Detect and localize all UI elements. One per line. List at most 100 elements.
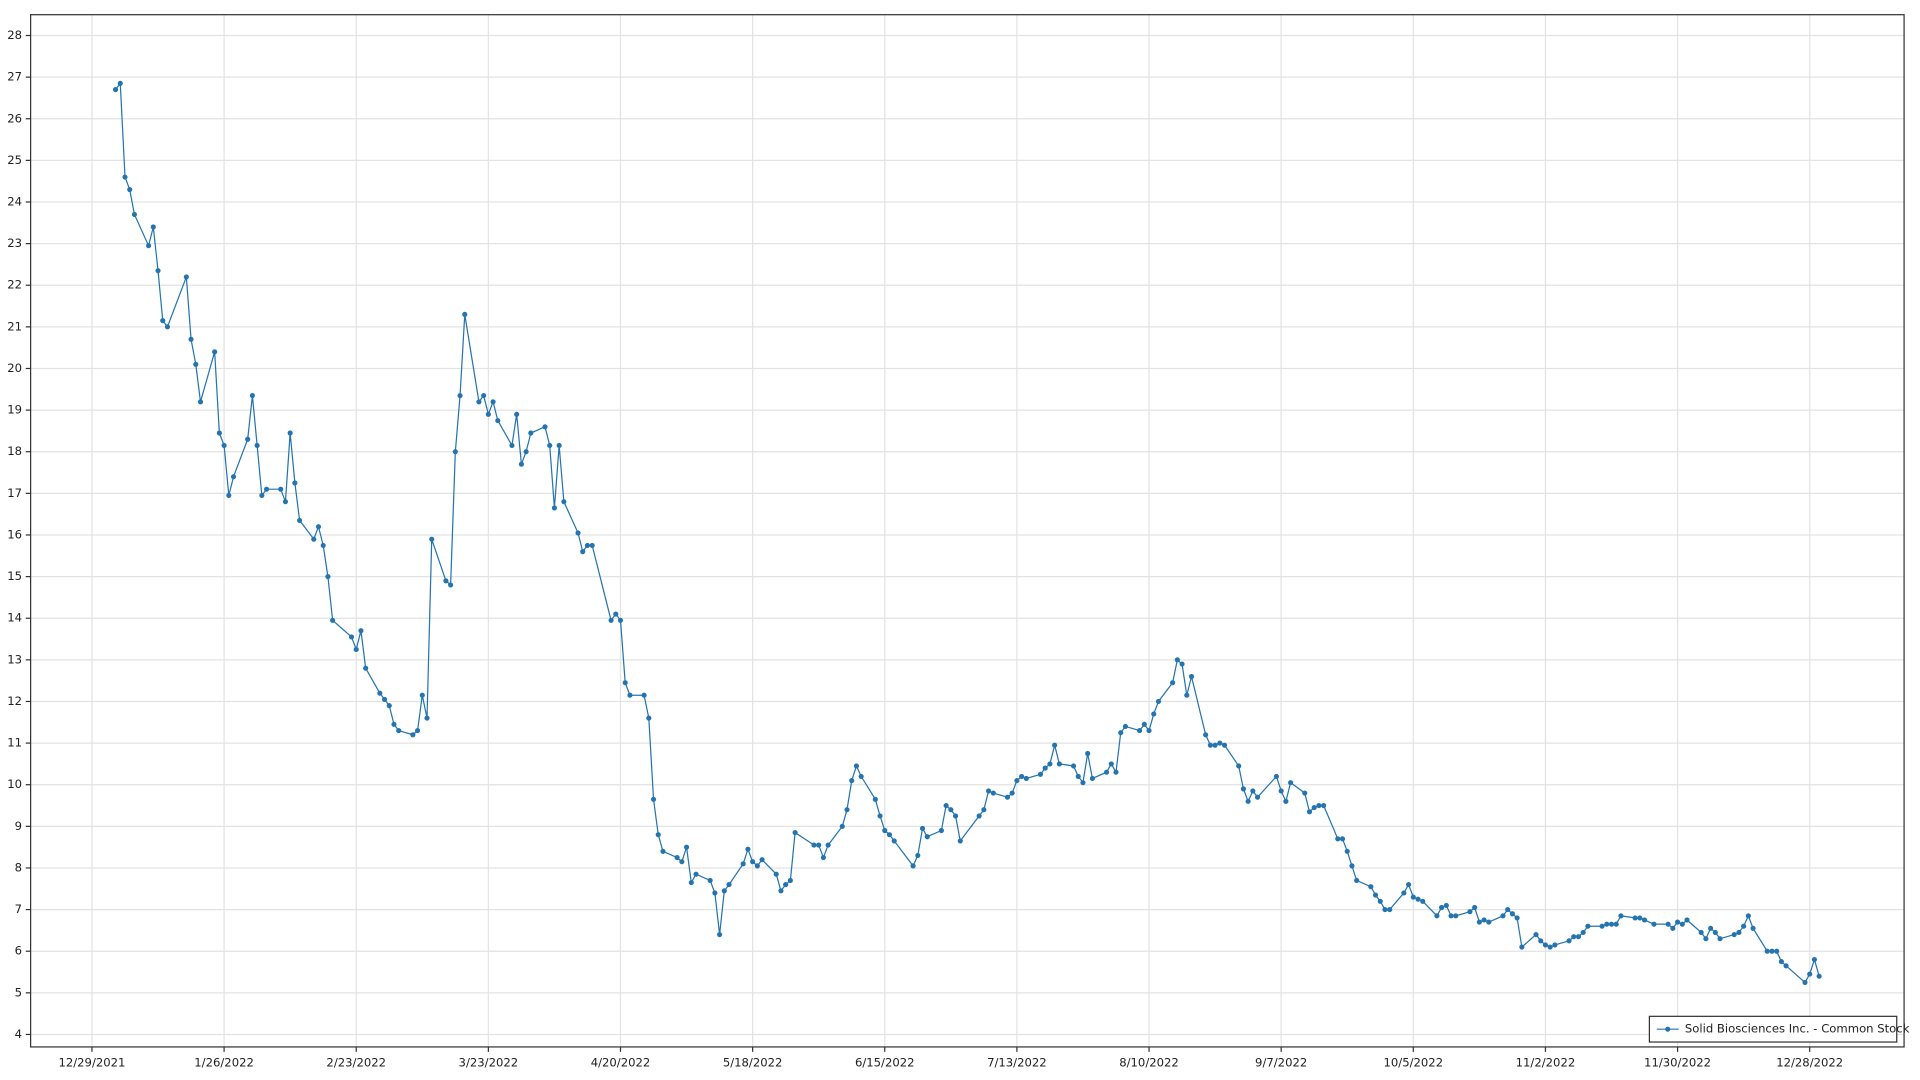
- data-point: [514, 411, 520, 417]
- data-point: [226, 492, 232, 499]
- data-point: [278, 486, 284, 492]
- x-tick-label: 11/2/2022: [1516, 1055, 1576, 1069]
- data-point: [188, 336, 194, 342]
- data-point: [1037, 771, 1044, 777]
- data-point: [1769, 948, 1775, 954]
- data-point: [1481, 917, 1487, 923]
- data-point: [1354, 877, 1360, 884]
- data-point: [1070, 763, 1077, 769]
- data-point: [1547, 944, 1553, 950]
- data-point: [396, 728, 402, 734]
- y-tick-label: 15: [7, 569, 22, 583]
- data-point: [164, 324, 171, 330]
- data-point: [858, 773, 864, 779]
- data-point: [1745, 913, 1751, 919]
- data-point: [391, 721, 397, 727]
- data-point: [707, 877, 713, 884]
- data-point: [1236, 763, 1242, 769]
- data-point: [1056, 761, 1062, 767]
- legend-marker: [1665, 1026, 1671, 1032]
- data-point: [655, 832, 661, 838]
- data-point: [551, 505, 558, 511]
- data-point: [230, 474, 237, 480]
- data-point: [1571, 934, 1577, 940]
- data-point: [1254, 794, 1261, 800]
- data-point: [617, 617, 624, 623]
- data-point: [1155, 698, 1162, 705]
- data-point: [627, 692, 633, 698]
- data-point: [891, 838, 897, 844]
- data-point: [1514, 915, 1520, 921]
- data-point: [1774, 948, 1780, 954]
- data-point: [726, 882, 732, 888]
- data-point: [849, 777, 855, 784]
- data-point: [1042, 765, 1048, 771]
- data-point: [650, 796, 657, 802]
- x-tick-label: 12/29/2021: [58, 1055, 125, 1069]
- y-tick-label: 14: [7, 611, 22, 625]
- data-point: [419, 692, 425, 698]
- data-point: [745, 846, 751, 852]
- data-point: [712, 890, 718, 896]
- y-tick-label: 9: [15, 819, 22, 833]
- data-point: [542, 424, 548, 430]
- data-point: [1113, 769, 1119, 775]
- y-tick-label: 11: [7, 736, 22, 750]
- data-point: [1509, 911, 1515, 917]
- y-tick-label: 28: [7, 28, 22, 42]
- data-point: [683, 844, 690, 850]
- y-tick-label: 19: [7, 403, 22, 417]
- data-point: [1505, 907, 1511, 913]
- data-point: [990, 790, 996, 796]
- data-point: [1679, 921, 1685, 927]
- data-point: [1632, 915, 1638, 921]
- data-point: [1344, 848, 1350, 854]
- data-point: [1618, 913, 1624, 919]
- data-point: [1665, 921, 1671, 927]
- x-tick-label: 12/28/2022: [1776, 1055, 1843, 1069]
- data-point: [915, 852, 921, 859]
- data-point: [381, 696, 388, 702]
- data-point: [1651, 921, 1657, 927]
- data-point: [1476, 919, 1482, 925]
- data-point: [1538, 938, 1544, 944]
- data-point: [127, 186, 133, 193]
- data-point: [919, 825, 926, 831]
- data-point: [750, 859, 756, 865]
- data-point: [717, 931, 723, 938]
- data-point: [1684, 917, 1690, 923]
- data-point: [589, 542, 595, 548]
- x-tick-label: 2/23/2022: [326, 1055, 386, 1069]
- data-point: [1802, 979, 1808, 985]
- y-tick-label: 21: [7, 319, 22, 333]
- data-point: [311, 536, 317, 542]
- data-point: [1500, 913, 1506, 919]
- data-point: [1608, 921, 1615, 927]
- data-point: [1009, 790, 1015, 796]
- data-point: [1575, 934, 1582, 940]
- data-point: [155, 268, 161, 274]
- data-point: [1486, 919, 1492, 925]
- data-point: [495, 417, 501, 424]
- plot-area: [112, 80, 1822, 985]
- series-line: [115, 81, 1820, 984]
- data-point: [1637, 915, 1643, 921]
- data-point: [1599, 923, 1605, 929]
- data-point: [1240, 786, 1246, 792]
- data-point: [146, 243, 152, 249]
- data-point: [1047, 761, 1053, 767]
- data-point: [820, 854, 826, 861]
- data-point: [245, 436, 251, 442]
- y-tick-label: 20: [7, 361, 22, 375]
- data-point: [1207, 742, 1213, 748]
- data-point: [1085, 750, 1091, 757]
- data-point: [853, 763, 860, 769]
- data-point: [1014, 777, 1020, 784]
- data-point: [1118, 730, 1124, 736]
- data-point: [688, 879, 694, 886]
- data-point: [150, 224, 156, 230]
- y-tick-label: 24: [7, 194, 22, 208]
- data-point: [1188, 673, 1195, 680]
